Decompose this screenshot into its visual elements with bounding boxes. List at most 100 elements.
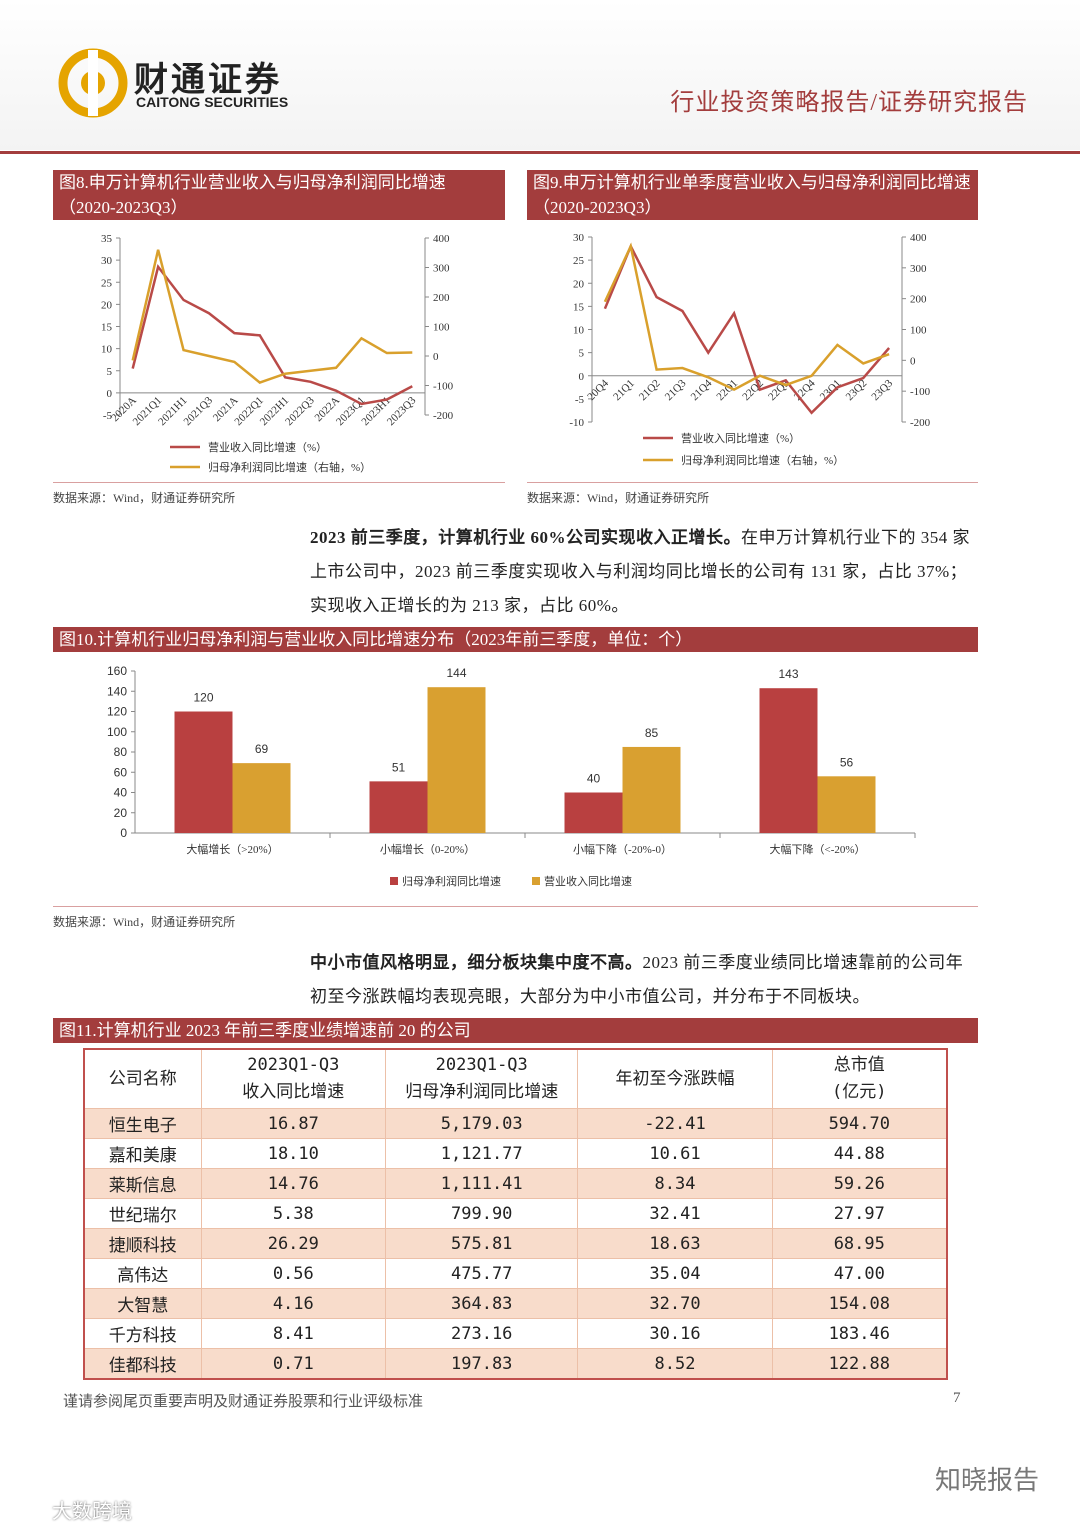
x-tick-label: 23Q1 — [818, 377, 844, 403]
table-cell: 18.63 — [577, 1228, 773, 1259]
table-cell: 575.81 — [384, 1228, 579, 1259]
source: 数据来源：Wind，财通证券研究所 — [53, 491, 236, 505]
table-cell: 44.88 — [771, 1138, 948, 1169]
separator — [527, 482, 978, 483]
y2-tick-label: -100 — [433, 381, 454, 393]
y-tick-label: 60 — [114, 765, 128, 779]
data-label: 56 — [840, 755, 854, 769]
legend-swatch — [390, 877, 398, 885]
x-tick-label: 23Q3 — [869, 377, 895, 403]
table-cell: 0.56 — [200, 1258, 387, 1289]
table: 公司名称 2023Q1-Q3 收入同比增速 2023Q1-Q3 归母净利润同比增速年… — [83, 1048, 948, 1380]
y-tick-label: 0 — [120, 826, 127, 840]
table-cell: 5.38 — [200, 1198, 387, 1229]
table-cell: 594.70 — [771, 1108, 948, 1139]
data-label: 120 — [193, 691, 213, 705]
y-tick-label: 20 — [573, 278, 585, 290]
y-tick-label: 35 — [101, 233, 113, 245]
table-cell: 122.88 — [771, 1348, 948, 1380]
x-tick-label: 小幅增长（0-20%） — [380, 842, 475, 856]
y-tick-label: 25 — [573, 255, 585, 267]
figure-title: 图11.计算机行业 2023 年前三季度业绩增速前 20 的公司 — [53, 1018, 978, 1043]
table-row: 世纪瑞尔 5.38 799.90 32.41 27.97 — [83, 1198, 948, 1229]
y2-tick-label: 0 — [433, 351, 439, 363]
table-cell: 1,121.77 — [384, 1138, 579, 1169]
table-cell: 8.41 — [200, 1318, 387, 1349]
table-row: 莱斯信息 14.76 1,111.41 8.34 59.26 — [83, 1168, 948, 1199]
data-label: 144 — [446, 666, 466, 680]
y-tick-label: 20 — [114, 806, 128, 820]
figure-title: 图10.计算机行业归母净利润与营业收入同比增速分布（2023年前三季度，单位：个… — [53, 627, 978, 652]
text: 2023 前三季度业绩同比增速靠前的公司年初至今涨跌幅均表现亮眼，大部分为中小市… — [310, 953, 964, 1006]
table-cell: 佳都科技 — [83, 1348, 202, 1380]
table-cell: 18.10 — [200, 1138, 387, 1169]
table-cell: 32.70 — [577, 1288, 773, 1319]
column-header: 2023Q1-Q3 归母净利润同比增速 — [384, 1048, 579, 1109]
y-tick-label: 5 — [579, 348, 585, 360]
header-row: 公司名称 2023Q1-Q3 收入同比增速 2023Q1-Q3 归母净利润同比增速年… — [83, 1048, 948, 1109]
y-tick-label: 80 — [114, 745, 128, 759]
y-tick-label: 140 — [107, 684, 127, 698]
y-tick-label: 0 — [107, 388, 113, 400]
y-tick-label: 25 — [101, 277, 113, 289]
table-cell: 世纪瑞尔 — [83, 1198, 202, 1229]
x-tick-label: 2021Q3 — [182, 394, 216, 428]
legend-label: 归母净利润同比增速（右轴，%） — [208, 460, 371, 474]
table-cell: 高伟达 — [83, 1258, 202, 1289]
chart: -10 -5 0 5 10 15 20 25 30 -200 -100 0 100 200 300 400 20… — [569, 232, 930, 467]
table-cell: 30.16 — [577, 1318, 773, 1349]
y2-tick-label: 0 — [910, 355, 916, 367]
table-cell: 10.61 — [577, 1138, 773, 1169]
table-cell: 捷顺科技 — [83, 1228, 202, 1259]
column-header: 公司名称 — [83, 1048, 202, 1109]
y-tick-label: -5 — [575, 394, 585, 406]
legend-label: 营业收入同比增速（%） — [208, 440, 327, 454]
x-tick-label: 大幅增长（>20%） — [186, 842, 278, 856]
source: 数据来源：Wind，财通证券研究所 — [527, 491, 710, 505]
table-row: 高伟达 0.56 475.77 35.04 47.00 — [83, 1258, 948, 1289]
y-tick-label: 30 — [573, 232, 585, 244]
y2-tick-label: -200 — [433, 410, 454, 422]
table-cell: 千方科技 — [83, 1318, 202, 1349]
y-tick-label: 20 — [101, 299, 113, 311]
paragraph: 中小市值风格明显，细分板块集中度不高。2023 前三季度业绩同比增速靠前的公司年… — [310, 946, 980, 1014]
table-cell: 364.83 — [384, 1288, 579, 1319]
y-tick-label: 160 — [107, 664, 127, 678]
bar — [759, 688, 818, 833]
footer-disclaimer: 谨请参阅尾页重要声明及财通证券股票和行业评级标准 — [63, 1394, 424, 1410]
y-tick-label: 10 — [101, 344, 113, 356]
y2-tick-label: 400 — [433, 233, 450, 245]
x-tick-label: 20Q4 — [585, 377, 611, 403]
y2-tick-label: 300 — [910, 263, 927, 275]
x-tick-label: 22Q2 — [740, 377, 766, 403]
x-tick-label: 小幅下降（-20%-0） — [573, 842, 672, 856]
table-cell: 68.95 — [771, 1228, 948, 1259]
data-label: 143 — [778, 667, 798, 681]
table-cell: 16.87 — [200, 1108, 387, 1139]
x-tick-label: 2022Q3 — [283, 394, 317, 428]
table-cell: 32.41 — [577, 1198, 773, 1229]
y-tick-label: 5 — [107, 366, 113, 378]
figure-title: 图9.申万计算机行业单季度营业收入与归母净利润同比增速（2020-2023Q3） — [527, 170, 978, 220]
series-line — [131, 263, 413, 406]
watermark: 大数跨境 — [52, 1499, 132, 1523]
legend-label: 营业收入同比增速 — [544, 874, 632, 888]
x-tick-label: 大幅下降（<-20%） — [769, 842, 865, 856]
table-cell: 8.52 — [577, 1348, 773, 1380]
legend-label: 归母净利润同比增速（右轴，%） — [681, 453, 844, 467]
table-cell: 莱斯信息 — [83, 1168, 202, 1199]
y-tick-label: 15 — [573, 301, 585, 313]
y-tick-label: 10 — [573, 325, 585, 337]
bar — [369, 781, 428, 833]
y2-tick-label: 200 — [910, 294, 927, 306]
table-cell: 799.90 — [384, 1198, 579, 1229]
column-header: 2023Q1-Q3 收入同比增速 — [200, 1048, 387, 1109]
table-cell: 8.34 — [577, 1168, 773, 1199]
table-cell: 47.00 — [771, 1258, 948, 1289]
y-tick-label: -10 — [569, 417, 584, 429]
table-cell: 26.29 — [200, 1228, 387, 1259]
watermark: 知晓报告 — [935, 1466, 1040, 1496]
bar — [232, 763, 291, 833]
table-row: 恒生电子 16.87 5,179.03 -22.41 594.70 — [83, 1108, 948, 1139]
company-cn: 财通证券 — [134, 60, 282, 100]
